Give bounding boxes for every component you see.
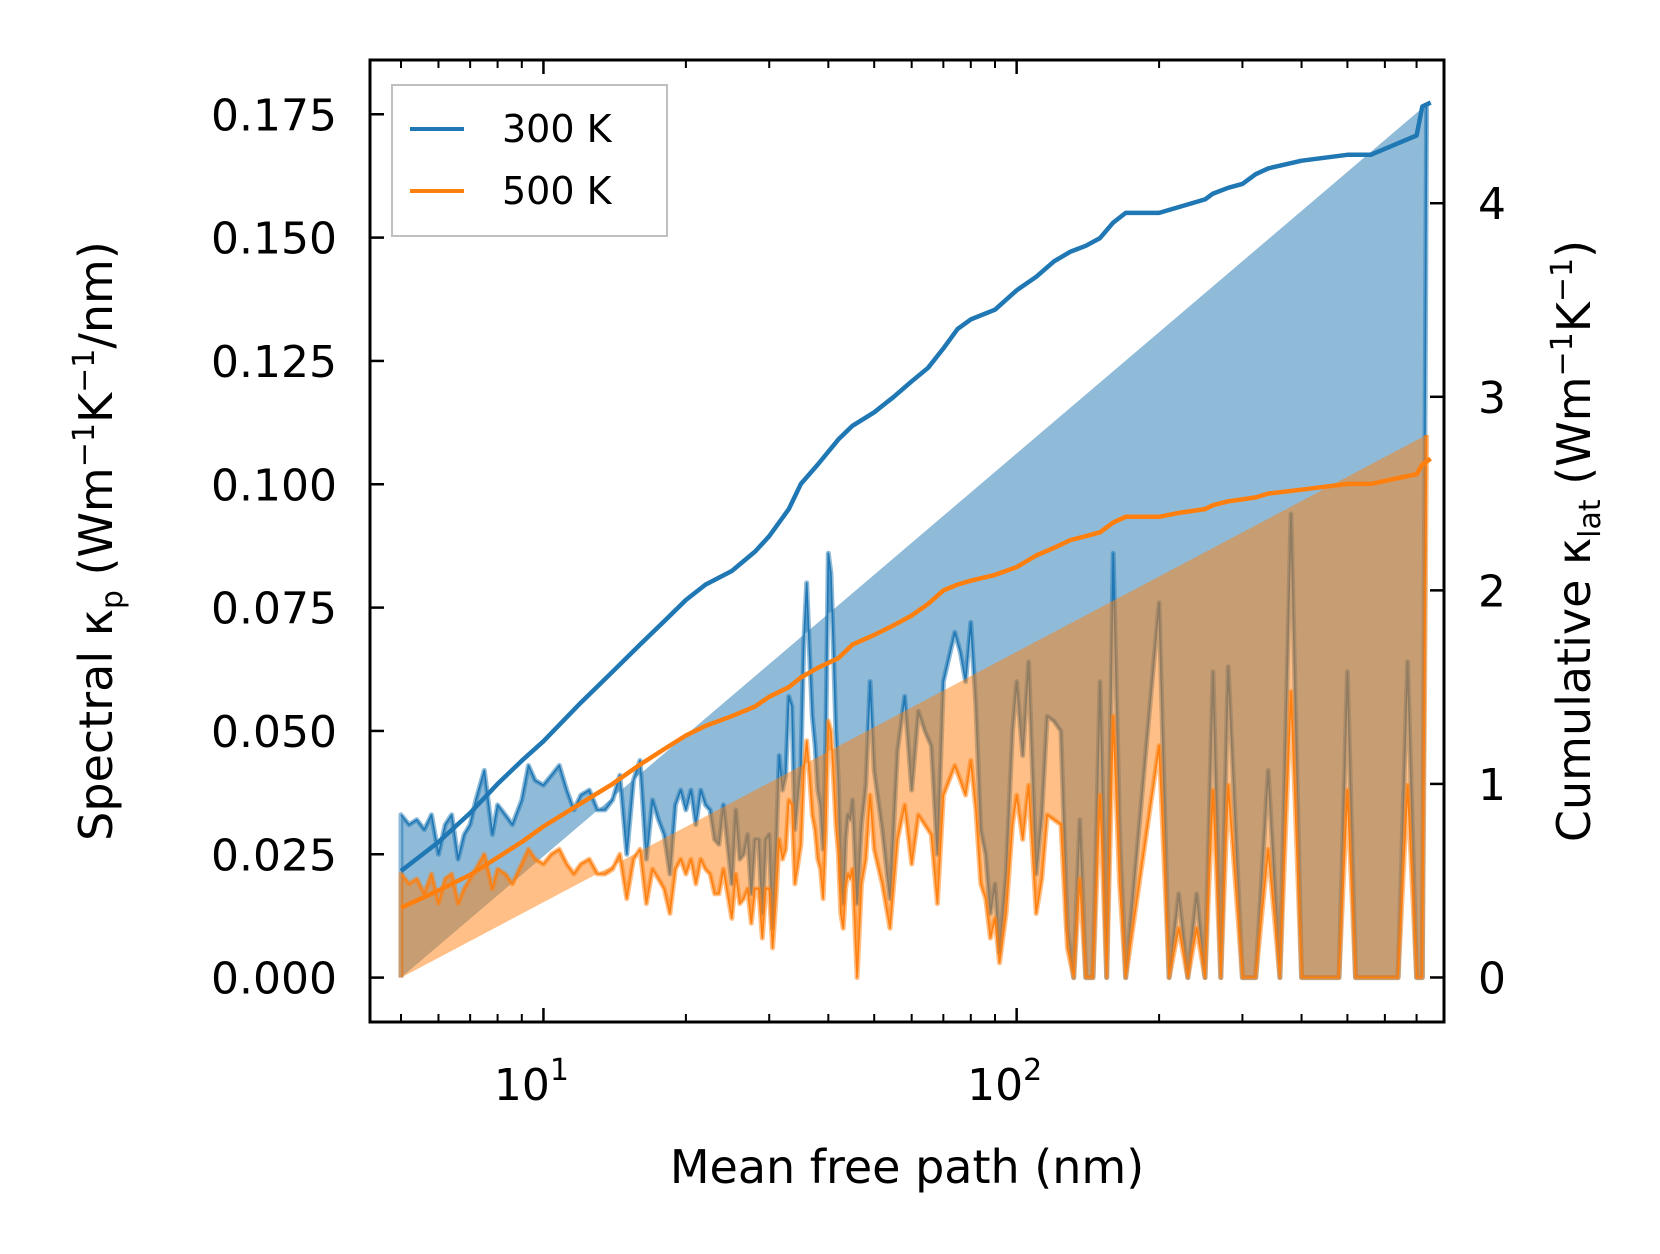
y-right-tick-label: 4: [1478, 179, 1506, 230]
y-right-title-part-4: ): [1547, 240, 1601, 258]
y-right-title-part-1: Cumulative κ: [1547, 538, 1601, 842]
y-right-tick-label: 3: [1478, 373, 1506, 424]
y-left-title-sup-1: −1: [67, 423, 102, 467]
legend: 300 K 500 K: [391, 84, 668, 237]
x-tick-exponent: 2: [1023, 1053, 1042, 1088]
y-axis-left-title: Spectral κp (Wm−1K−1/nm): [67, 241, 130, 841]
y-left-tick-label: 0.050: [211, 707, 337, 758]
y-right-title-part-3: K: [1547, 300, 1601, 332]
y-left-title-sub-p: p: [95, 590, 130, 609]
x-tick-base: 10: [967, 1060, 1023, 1111]
x-axis-title: Mean free path (nm): [670, 1140, 1144, 1194]
x-tick-exponent: 1: [550, 1053, 569, 1088]
cumulative-line-300k: [399, 100, 1432, 873]
plot-frame: [368, 58, 1446, 1024]
legend-label-300k: 300 K: [502, 107, 613, 151]
legend-box: [391, 84, 668, 237]
y-right-tick-label: 1: [1478, 760, 1506, 811]
y-left-tick-label: 0.150: [211, 214, 337, 265]
spectral-layer: [398, 104, 1430, 981]
y-left-tick-label: 0.025: [211, 830, 337, 881]
y-right-tick-label: 2: [1478, 566, 1506, 617]
legend-label-500k: 500 K: [502, 169, 613, 213]
y-right-title-sub-lat: lat: [1573, 499, 1608, 538]
y-right-title-part-2: (Wm: [1547, 376, 1601, 499]
spectral-line-500k: [400, 434, 1428, 979]
cumulative-line-500k: [400, 456, 1432, 910]
y-left-tick-label: 0.175: [211, 90, 337, 141]
y-right-title-sup-2: −1: [1545, 258, 1580, 302]
y-left-tick-label: 0.125: [211, 337, 337, 388]
y-left-tick-label: 0.000: [211, 954, 337, 1005]
x-tick-label: 101: [494, 1053, 569, 1111]
x-tick-label: 102: [967, 1053, 1042, 1111]
cumulative-layer: [399, 100, 1432, 910]
y-left-title-part-4: /nm): [69, 241, 123, 348]
y-axis-right-title: Cumulative κlat (Wm−1K−1): [1545, 240, 1608, 842]
x-tick-base: 10: [494, 1060, 550, 1111]
ticks-layer: 101 1020.0000.0250.0500.0750.1000.1250.15…: [211, 60, 1506, 1111]
y-left-title-sup-2: −1: [67, 349, 102, 393]
y-right-tick-label: 0: [1478, 953, 1506, 1004]
y-left-tick-label: 0.100: [211, 460, 337, 511]
y-left-title-part-3: K: [69, 391, 123, 423]
y-left-tick-label: 0.075: [211, 584, 337, 635]
y-right-title-sup-1: −1: [1545, 332, 1580, 376]
y-left-title-part-1: Spectral κ: [69, 609, 123, 841]
y-left-title-part-2: (Wm: [69, 467, 123, 590]
